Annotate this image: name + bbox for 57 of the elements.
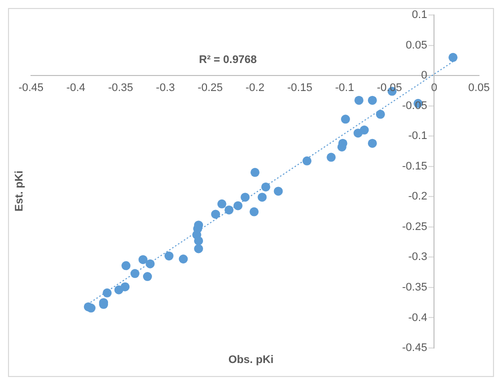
point xyxy=(250,168,260,177)
annotation: R² = 0.9768 xyxy=(199,54,257,66)
point xyxy=(274,186,283,196)
x-tick-label: -0.15 xyxy=(287,82,312,94)
point xyxy=(326,152,336,162)
point xyxy=(368,138,377,148)
x-tick-label: -0.25 xyxy=(198,82,223,94)
x-tick-label: -0.45 xyxy=(18,82,44,94)
y-tick-label: -0.15 xyxy=(402,160,428,172)
y-tick-label: 0.1 xyxy=(412,9,428,22)
y-tick-label: 0.05 xyxy=(406,39,428,52)
point xyxy=(302,156,312,166)
point xyxy=(368,96,377,105)
y-tick-label: -0.2 xyxy=(408,190,428,203)
point xyxy=(340,114,350,124)
point xyxy=(102,288,112,298)
y-tick-label: -0.3 xyxy=(408,251,428,264)
y-tick-label: -0.25 xyxy=(402,220,428,233)
point xyxy=(142,272,152,282)
y-tick-label: -0.05 xyxy=(402,100,428,112)
x-tick-label: -0.1 xyxy=(335,82,354,94)
x-tick-label: 0.05 xyxy=(468,82,490,94)
y-tick-label: -0.4 xyxy=(408,312,428,324)
point xyxy=(240,192,250,202)
x-tick-label: -0.05 xyxy=(376,82,402,94)
point xyxy=(258,192,267,202)
point xyxy=(138,255,148,264)
x-axis-title: Obs. pKi xyxy=(227,354,275,366)
point xyxy=(233,201,242,210)
point xyxy=(448,52,458,62)
x-tick-label: -0.35 xyxy=(108,82,134,94)
y-tick-label: -0.1 xyxy=(408,130,428,142)
point xyxy=(354,96,364,105)
point xyxy=(217,199,226,208)
point xyxy=(194,236,204,246)
point xyxy=(178,254,188,264)
y-axis-title: Est. pKi xyxy=(13,170,26,211)
point xyxy=(114,285,124,294)
point xyxy=(376,110,385,119)
point xyxy=(250,207,259,216)
x-tick-label: -0.3 xyxy=(156,82,175,94)
y-tick-label: -0.45 xyxy=(402,342,428,354)
y-tick-label: 0 xyxy=(421,70,428,82)
point xyxy=(261,182,270,192)
point xyxy=(86,304,96,313)
point xyxy=(164,251,174,260)
x-tick-label: -0.2 xyxy=(246,82,264,94)
point xyxy=(211,210,220,219)
point xyxy=(121,261,130,270)
point xyxy=(224,205,234,214)
x-tick-label: -0.4 xyxy=(66,82,86,94)
point xyxy=(130,269,140,278)
y-tick-label: -0.35 xyxy=(402,281,428,294)
x-tick-label: 0 xyxy=(431,82,438,94)
point xyxy=(194,244,204,254)
point xyxy=(354,128,363,138)
point xyxy=(146,259,155,268)
